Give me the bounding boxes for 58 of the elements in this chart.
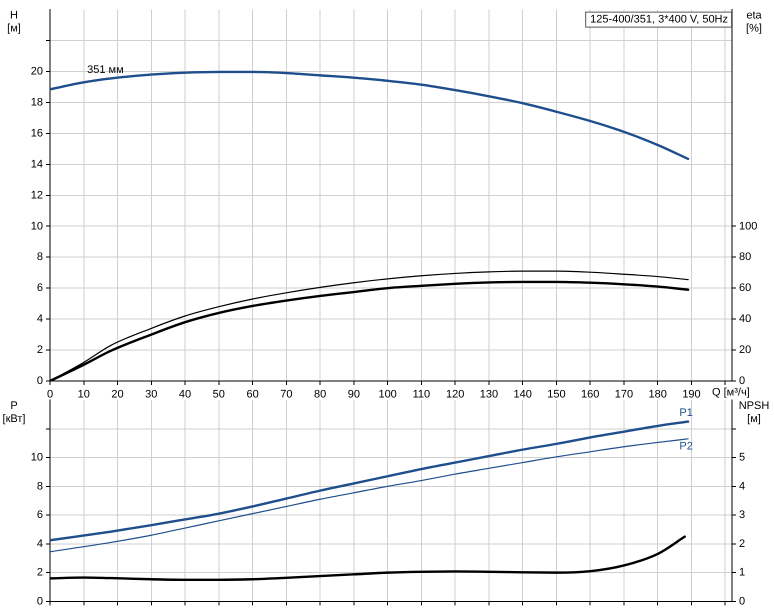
y2-tick-label: 100 (739, 220, 758, 232)
y-tick-label: 6 (36, 509, 43, 522)
y2-tick-label: 2 (739, 538, 746, 550)
annotation: 351 мм (87, 64, 124, 76)
y2-axis-title: NPSH [м] (738, 400, 770, 426)
x-tick-label: 160 (581, 388, 600, 401)
y2-tick-label: 60 (739, 282, 752, 294)
x-tick-label: 190 (682, 388, 701, 401)
y2-tick-label: 20 (739, 344, 752, 356)
x-tick-label: 10 (78, 388, 90, 401)
x-tick-label: 40 (178, 388, 192, 401)
y2-tick-label: 1 (739, 566, 746, 579)
y-tick-label: 20 (30, 66, 43, 78)
x-tick-label: 110 (412, 388, 430, 401)
x-tick-label: 90 (348, 388, 360, 401)
x-tick-label: 150 (547, 388, 566, 401)
y-tick-label: 4 (36, 538, 43, 550)
y2-tick-label: 3 (739, 509, 746, 522)
y-tick-label: 2 (36, 344, 43, 356)
x-axis-title: Q [м³/ч] (712, 386, 750, 399)
x-tick-label: 0 (46, 388, 54, 401)
x-tick-label: 140 (513, 388, 532, 401)
y2-tick-label: 40 (739, 313, 752, 326)
x-tick-label: 30 (145, 388, 158, 401)
y2-tick-label: 0 (739, 375, 746, 388)
y-tick-label: 0 (36, 595, 43, 608)
y-axis-title: H [м] (7, 10, 21, 35)
y-tick-label: 2 (36, 566, 43, 579)
x-tick-label: 130 (480, 388, 498, 401)
y2-tick-label: 4 (739, 480, 746, 492)
x-tick-label: 170 (614, 388, 634, 401)
series-label: P2 (679, 440, 693, 452)
y-tick-label: 14 (30, 158, 43, 170)
y-tick-label: 4 (36, 313, 43, 326)
y2-tick-label: 0 (739, 595, 746, 608)
x-tick-label: 120 (446, 388, 464, 401)
x-tick-label: 100 (378, 388, 397, 401)
y2-tick-label: 80 (739, 251, 752, 264)
chart-title: 125-400/351, 3*400 V, 50Hz (590, 14, 728, 26)
y-tick-label: 10 (30, 452, 43, 464)
x-tick-label: 60 (246, 388, 259, 401)
x-tick-label: 70 (280, 388, 292, 401)
x-tick-label: 20 (111, 388, 124, 401)
y-tick-label: 12 (30, 189, 43, 202)
x-tick-label: 50 (212, 388, 225, 401)
y-tick-label: 6 (36, 282, 43, 294)
y-tick-label: 8 (36, 480, 43, 492)
series-label: P1 (679, 407, 693, 420)
y2-axis-title: eta [%] (746, 10, 763, 35)
y2-tick-label: 5 (739, 452, 746, 464)
y-tick-label: 16 (30, 127, 43, 140)
y-axis-title: P [кВт] (2, 400, 26, 426)
y-tick-label: 10 (30, 220, 43, 232)
y-tick-label: 18 (30, 96, 43, 108)
x-tick-label: 180 (648, 388, 667, 401)
x-tick-label: 80 (314, 388, 326, 401)
y-tick-label: 0 (36, 375, 43, 388)
y-tick-label: 8 (36, 251, 43, 264)
